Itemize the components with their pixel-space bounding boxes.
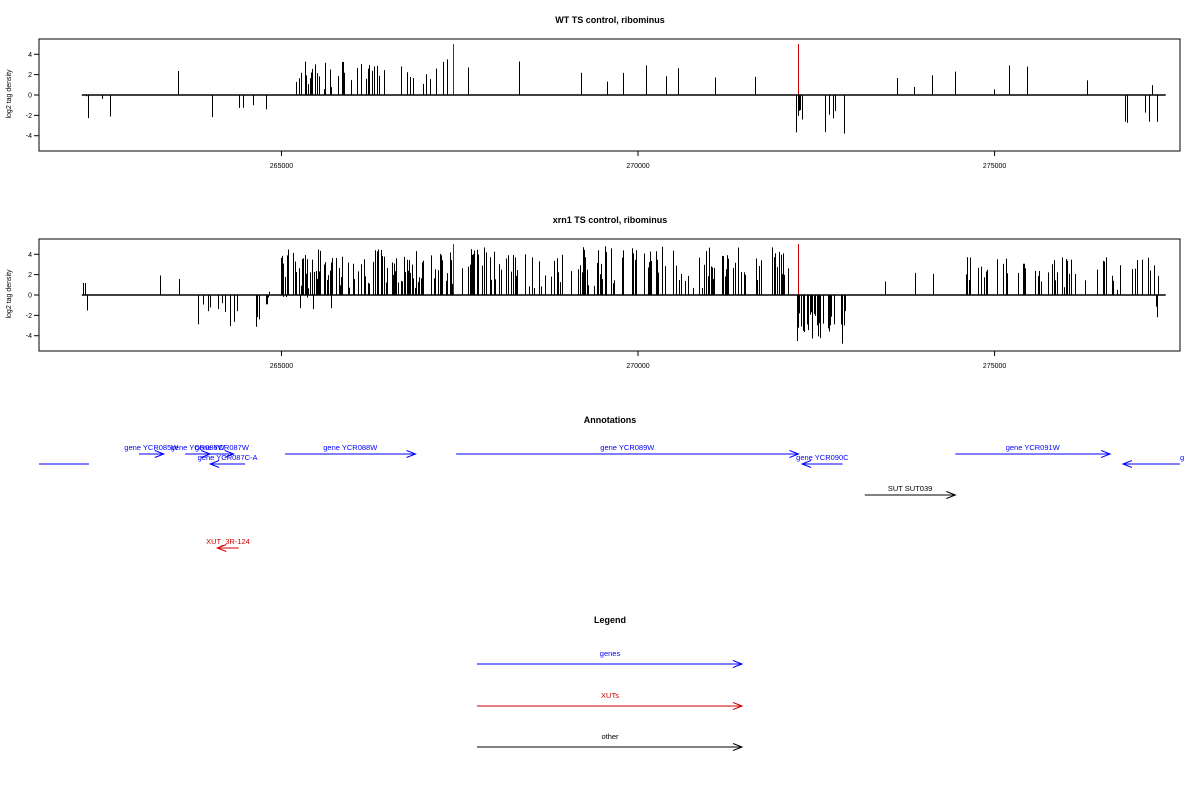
feature-arrow: [215, 544, 239, 552]
feature-label: gene YCR091W: [1006, 443, 1061, 452]
y-tick-label: 2: [28, 72, 32, 79]
legend-entry-genes: genes: [477, 649, 744, 668]
legend-label: XUTs: [601, 691, 619, 700]
x-tick-label: 265000: [270, 363, 293, 370]
annotation-feature: gene YCR089W: [456, 443, 800, 458]
feature-label: gene YCR087C-A: [198, 453, 258, 462]
legend-arrow: [477, 702, 744, 710]
legend-arrow: [477, 660, 744, 668]
annotation-feature: g: [1121, 453, 1184, 468]
feature-arrow: [864, 491, 957, 499]
legend-entries: genes XUTs other: [477, 649, 744, 751]
annotation-feature: gene YCR088W: [285, 443, 417, 458]
x-tick-label: 270000: [626, 163, 649, 170]
xrn1-panel-title: xrn1 TS control, ribominus: [553, 215, 668, 225]
wt-axes: -4 -2 0 2 4 265000 270000 275000: [26, 52, 1007, 170]
legend-title: Legend: [594, 615, 626, 625]
y-tick-label: -4: [26, 133, 32, 140]
annotation-feature: gene YCR085W: [124, 443, 179, 458]
y-tick-label: 0: [28, 93, 32, 100]
xrn1-coverage-panel: xrn1 TS control, ribominus log2 tag dens…: [6, 215, 1181, 370]
annotation-feature: gene YCR091W: [955, 443, 1112, 458]
y-tick-label: 4: [28, 252, 32, 259]
annotation-feature: gene YCR090C: [796, 453, 849, 468]
feature-label: gene YCR087W: [195, 443, 250, 452]
legend-label: other: [601, 732, 619, 741]
feature-label: SUT SUT039: [888, 484, 932, 493]
feature-label: gene YCR086W: [171, 443, 226, 452]
legend-label: genes: [600, 649, 621, 658]
y-tick-label: 2: [28, 272, 32, 279]
legend: Legend genes XUTs other: [477, 615, 744, 751]
annotations-title: Annotations: [584, 415, 637, 425]
wt-panel-title: WT TS control, ribominus: [555, 15, 665, 25]
x-tick-label: 275000: [983, 363, 1006, 370]
feature-arrow: [456, 450, 800, 458]
x-tick-label: 275000: [983, 163, 1006, 170]
feature-arrow: [138, 450, 166, 458]
annotation-feature: gene YCR087C-A: [198, 453, 258, 468]
feature-label: gene YCR088W: [323, 443, 378, 452]
wt-y-axis-label: log2 tag density: [6, 69, 13, 119]
feature-arrow: [210, 450, 236, 458]
feature-label: gene YCR090C: [796, 453, 849, 462]
y-tick-label: 4: [28, 52, 32, 59]
xrn1-bars: [81, 244, 1166, 344]
wt-bars: [81, 44, 1166, 134]
xrn1-y-axis-label: log2 tag density: [6, 269, 13, 319]
x-tick-label: 265000: [270, 163, 293, 170]
feature-label: gene YCR089W: [600, 443, 655, 452]
feature-arrow: [208, 460, 246, 468]
y-tick-label: -2: [26, 113, 32, 120]
legend-arrow: [477, 743, 744, 751]
annotation-feature: gene YCR087W: [195, 443, 250, 458]
legend-entry-xuts: XUTs: [477, 691, 744, 710]
feature-arrow: [955, 450, 1112, 458]
feature-arrow: [1121, 460, 1180, 468]
feature-arrow: [285, 450, 417, 458]
feature-label: XUT_3R-124: [206, 537, 250, 546]
xrn1-axes: -4 -2 0 2 4 265000 270000 275000: [26, 252, 1007, 370]
feature-label: g: [1180, 453, 1184, 462]
y-tick-label: 0: [28, 293, 32, 300]
wt-coverage-panel: WT TS control, ribominus log2 tag densit…: [6, 15, 1181, 170]
y-tick-label: -2: [26, 313, 32, 320]
feature-arrow: [800, 460, 843, 468]
y-tick-label: -4: [26, 333, 32, 340]
annotation-feature: SUT SUT039: [864, 484, 957, 499]
legend-entry-other: other: [477, 732, 744, 751]
x-tick-label: 270000: [626, 363, 649, 370]
feature-label: gene YCR085W: [124, 443, 179, 452]
annotation-feature: XUT_3R-124: [206, 537, 250, 552]
